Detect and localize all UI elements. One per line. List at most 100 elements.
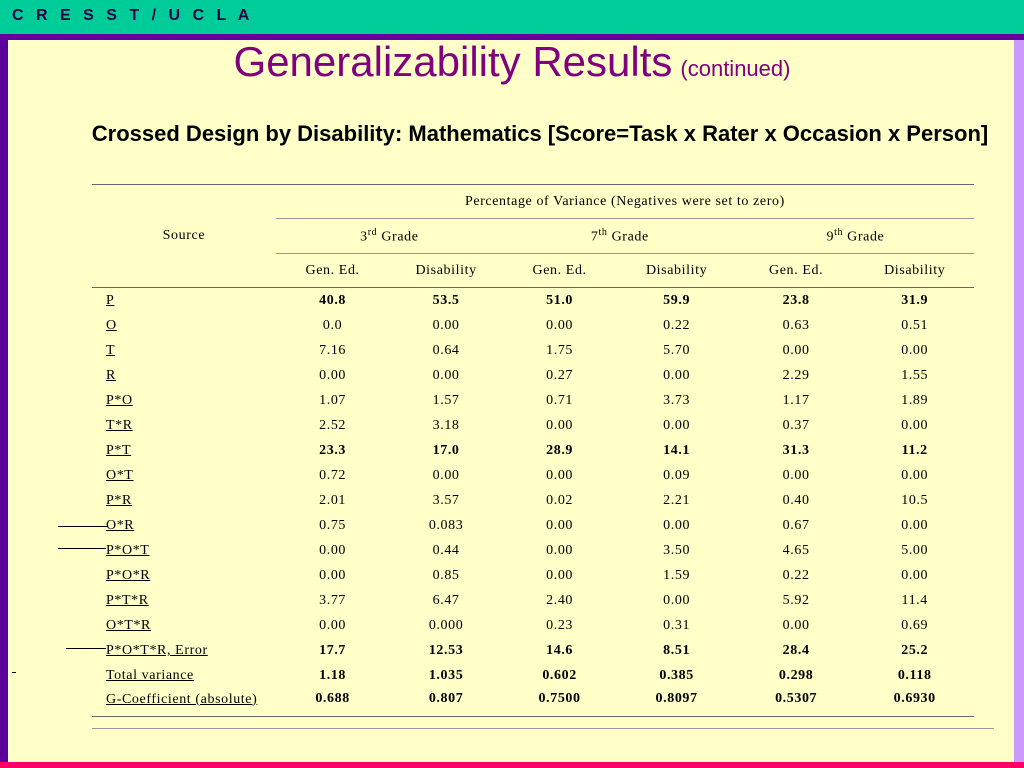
- source-cell: P: [106, 292, 115, 308]
- table-row: R 0.00 0.00 0.27 0.00 2.29 1.55: [92, 364, 974, 389]
- variance-table: Source Percentage of Variance (Negatives…: [92, 184, 974, 717]
- value-cell: 0.083: [428, 518, 464, 533]
- value-cell: 2.40: [546, 593, 574, 608]
- value-cell: 14.1: [663, 443, 691, 458]
- grade-header-7: 7th Grade: [502, 218, 737, 254]
- value-cell: 2.21: [663, 493, 691, 508]
- value-cell: 3.57: [432, 493, 460, 508]
- value-cell: 0.51: [901, 318, 929, 333]
- source-cell: G-Coefficient (absolute): [92, 688, 276, 717]
- source-cell: P*T*R: [106, 593, 149, 608]
- column-header: Disability: [855, 253, 974, 288]
- table-row: P 40.8 53.5 51.0 59.9 23.8 31.9: [92, 288, 974, 314]
- source-cell: P*R: [106, 493, 132, 508]
- value-cell: 0.00: [663, 593, 691, 608]
- value-cell: 53.5: [432, 292, 460, 308]
- value-cell: 0.00: [319, 368, 347, 383]
- value-cell: 8.51: [663, 643, 691, 658]
- stray-dash: [12, 672, 16, 673]
- value-cell: 3.77: [319, 593, 347, 608]
- table-row: O 0.0 0.00 0.00 0.22 0.63 0.51: [92, 314, 974, 339]
- value-cell: 0.64: [432, 343, 460, 358]
- value-cell: 0.00: [782, 343, 810, 358]
- table-row: O*T 0.72 0.00 0.00 0.09 0.00 0.00: [92, 464, 974, 489]
- value-cell: 31.9: [901, 292, 929, 308]
- table-row: P*O*T 0.00 0.44 0.00 3.50 4.65 5.00: [92, 539, 974, 564]
- value-cell: 12.53: [428, 643, 464, 658]
- value-cell: 0.0: [322, 318, 343, 333]
- underline-mark: [92, 728, 994, 729]
- source-cell: P*T: [106, 443, 132, 458]
- value-cell: 0.00: [782, 468, 810, 483]
- table-row: P*O*R 0.00 0.85 0.00 1.59 0.22 0.00: [92, 564, 974, 589]
- top-banner: C R E S S T / U C L A: [0, 0, 1024, 34]
- value-cell: 0.00: [901, 568, 929, 583]
- table-row: P*O 1.07 1.57 0.71 3.73 1.17 1.89: [92, 389, 974, 414]
- value-cell: 1.75: [546, 343, 574, 358]
- source-cell: T: [106, 343, 116, 358]
- value-cell: 1.57: [432, 393, 460, 408]
- value-cell: 0.67: [782, 518, 810, 533]
- value-cell: 1.89: [901, 393, 929, 408]
- value-cell: 0.00: [901, 468, 929, 483]
- value-cell: 0.00: [901, 418, 929, 433]
- source-cell: P*O: [106, 393, 133, 408]
- source-cell: R: [106, 368, 116, 383]
- value-cell: 0.44: [432, 543, 460, 558]
- value-cell: 0.00: [546, 568, 574, 583]
- value-cell: 0.31: [663, 618, 691, 633]
- value-cell: 28.4: [782, 643, 810, 658]
- value-cell: 0.72: [319, 468, 347, 483]
- value-cell: 5.70: [663, 343, 691, 358]
- value-cell: 10.5: [901, 493, 929, 508]
- value-cell: 0.00: [546, 318, 574, 333]
- value-cell: 4.65: [782, 543, 810, 558]
- right-border: [1014, 40, 1024, 762]
- source-cell: O*T: [106, 468, 134, 483]
- source-cell: P*O*R: [106, 568, 151, 583]
- value-cell: 0.22: [782, 568, 810, 583]
- value-cell: 0.00: [432, 318, 460, 333]
- value-cell: 1.55: [901, 368, 929, 383]
- table-row: P*T 23.3 17.0 28.9 14.1 31.3 11.2: [92, 439, 974, 464]
- column-header: Disability: [389, 253, 503, 288]
- value-cell: 6.47: [432, 593, 460, 608]
- value-cell: 0.69: [901, 618, 929, 633]
- value-cell: 0.00: [432, 468, 460, 483]
- value-cell: 0.00: [663, 368, 691, 383]
- value-cell: 0.09: [663, 468, 691, 483]
- value-cell: 0.298: [778, 668, 814, 683]
- table-row: T 7.16 0.64 1.75 5.70 0.00 0.00: [92, 339, 974, 364]
- value-cell: 0.00: [663, 518, 691, 533]
- underline-mark: [58, 548, 106, 549]
- column-header: Disability: [616, 253, 737, 288]
- value-cell: 0.7500: [502, 688, 617, 717]
- value-cell: 0.85: [432, 568, 460, 583]
- underline-mark: [58, 526, 108, 527]
- table-caption: Crossed Design by Disability: Mathematic…: [91, 121, 989, 146]
- value-cell: 5.92: [782, 593, 810, 608]
- source-cell: O: [106, 318, 117, 333]
- value-cell: 0.23: [546, 618, 574, 633]
- value-cell: 3.18: [432, 418, 460, 433]
- source-cell: Total variance: [106, 668, 194, 683]
- value-cell: 2.52: [319, 418, 347, 433]
- value-cell: 0.00: [782, 618, 810, 633]
- value-cell: 17.0: [432, 443, 460, 458]
- column-header: Gen. Ed.: [275, 253, 390, 288]
- table-row: P*T*R 3.77 6.47 2.40 0.00 5.92 11.4: [92, 589, 974, 614]
- underline-mark: [66, 648, 106, 649]
- value-cell: 25.2: [901, 643, 929, 658]
- table-row: O*T*R 0.00 0.000 0.23 0.31 0.00 0.69: [92, 614, 974, 639]
- table-row: Total variance 1.18 1.035 0.602 0.385 0.298 0.…: [92, 664, 974, 689]
- value-cell: 0.00: [546, 518, 574, 533]
- value-cell: 3.50: [663, 543, 691, 558]
- value-cell: 0.5307: [736, 688, 856, 717]
- value-cell: 5.00: [901, 543, 929, 558]
- column-header: Gen. Ed.: [736, 253, 856, 288]
- left-border: [0, 40, 8, 762]
- value-cell: 0.00: [432, 368, 460, 383]
- value-cell: 0.00: [546, 543, 574, 558]
- table-row: G-Coefficient (absolute) 0.688 0.807 0.7500…: [92, 688, 974, 717]
- value-cell: 0.385: [659, 668, 694, 683]
